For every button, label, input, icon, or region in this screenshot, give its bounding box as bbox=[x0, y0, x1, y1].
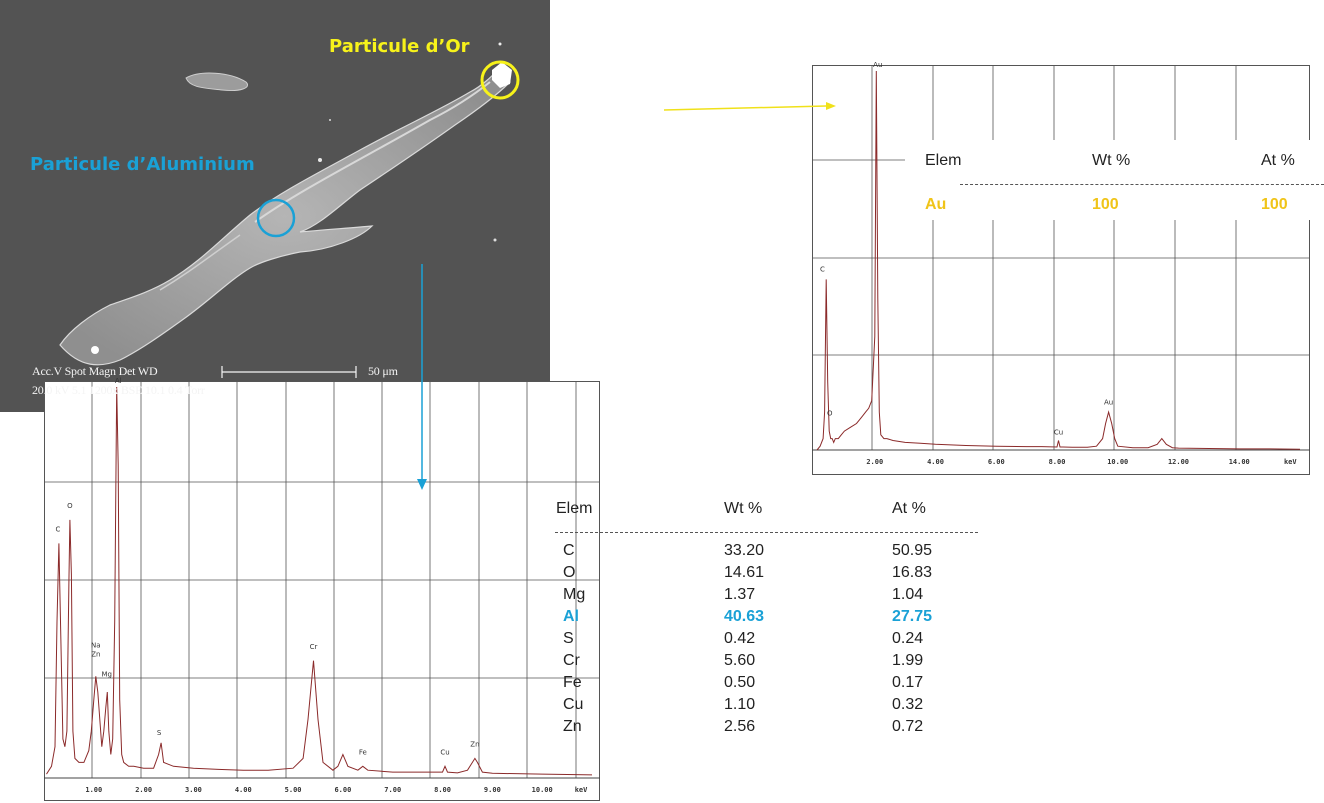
al-table-at: 0.24 bbox=[892, 630, 924, 647]
gold-connector-line bbox=[663, 105, 827, 111]
peak-label: O bbox=[827, 410, 833, 418]
tick-label: 9.00 bbox=[484, 786, 501, 794]
tick-label: 14.00 bbox=[1229, 458, 1250, 466]
gold-spectrum: 2.00 4.00 6.00 8.00 10.00 12.00 14.00 keV Au C O Cu… bbox=[812, 61, 1310, 475]
al-table-elem: O bbox=[563, 564, 576, 581]
peak-label: C bbox=[56, 526, 61, 534]
tick-label: 10.00 bbox=[1107, 458, 1128, 466]
tick-label: 3.00 bbox=[185, 786, 202, 794]
aluminium-particle-label: Particule d’Aluminium bbox=[30, 154, 255, 175]
tick-label: 4.00 bbox=[235, 786, 252, 794]
tick-label: 7.00 bbox=[384, 786, 401, 794]
spectrum-line bbox=[46, 386, 593, 776]
al-table-elem: C bbox=[563, 542, 575, 559]
al-table-elem: Zn bbox=[563, 718, 582, 735]
aluminium-spectrum-plot: 1.00 2.00 3.00 4.00 5.00 6.00 7.00 8.00 9.00 10.0… bbox=[44, 377, 600, 801]
peak-label: Na bbox=[91, 642, 101, 650]
tick-label: 10.00 bbox=[532, 786, 553, 794]
tick-label: keV bbox=[1284, 458, 1297, 466]
tick-label: 2.00 bbox=[135, 786, 152, 794]
peak-label: Au bbox=[873, 61, 882, 69]
al-table-at: 27.75 bbox=[892, 608, 933, 625]
tick-label: 6.00 bbox=[334, 786, 351, 794]
tick-label: 8.00 bbox=[434, 786, 451, 794]
peak-label: S bbox=[157, 729, 162, 737]
al-table-wt: 40.63 bbox=[724, 608, 765, 625]
gold-spectrum-plot: 2.00 4.00 6.00 8.00 10.00 12.00 14.00 keV Au C O Cu… bbox=[812, 61, 1310, 475]
tick-label: keV bbox=[575, 786, 588, 794]
peak-label: Zn bbox=[91, 651, 100, 659]
gold-table-divider bbox=[960, 184, 1324, 185]
peak-label: Fe bbox=[359, 748, 367, 756]
al-table-wt: 5.60 bbox=[724, 652, 756, 669]
al-table-header-wt: Wt % bbox=[724, 500, 763, 517]
al-table-at: 0.32 bbox=[892, 696, 924, 713]
peak-label: Al bbox=[115, 377, 122, 385]
al-table-divider bbox=[555, 532, 978, 533]
gold-table-at: 100 bbox=[1261, 196, 1288, 213]
gold-table-elem: Au bbox=[925, 196, 947, 213]
tick-label: 6.00 bbox=[988, 458, 1005, 466]
peak-label: Mg bbox=[102, 670, 112, 678]
spectrum-frame bbox=[44, 381, 600, 801]
scale-bar-label: 50 μm bbox=[368, 364, 398, 378]
al-table-at: 0.17 bbox=[892, 674, 924, 691]
peak-label: Au bbox=[1104, 398, 1113, 406]
al-table-wt: 2.56 bbox=[724, 718, 756, 735]
al-table-at: 1.04 bbox=[892, 586, 924, 603]
al-table-wt: 0.42 bbox=[724, 630, 756, 647]
peak-label: Cu bbox=[1054, 429, 1063, 437]
gold-table-header-elem: Elem bbox=[925, 152, 962, 169]
aluminium-composition-table: Elem Wt % At % C 33.20 50.95 O 14.61 16.83 Mg 1… bbox=[555, 498, 980, 748]
tick-label: 4.00 bbox=[927, 458, 944, 466]
al-table-wt: 1.37 bbox=[724, 586, 756, 603]
al-table-header-elem: Elem bbox=[556, 500, 593, 517]
gold-table-header-wt: Wt % bbox=[1092, 152, 1131, 169]
al-table-wt: 14.61 bbox=[724, 564, 765, 581]
al-table-elem: Al bbox=[563, 608, 579, 625]
peak-label: Cr bbox=[310, 643, 318, 651]
al-table-wt: 1.10 bbox=[724, 696, 756, 713]
gold-composition-table: Elem Wt % At % Au 100 100 bbox=[905, 140, 1324, 220]
tick-label: 2.00 bbox=[866, 458, 883, 466]
peak-label: Zn bbox=[470, 741, 479, 749]
al-table-at: 1.99 bbox=[892, 652, 924, 669]
al-table-at: 16.83 bbox=[892, 564, 933, 581]
gold-table-header-at: At % bbox=[1261, 152, 1295, 169]
al-table-elem: S bbox=[563, 630, 574, 647]
spectrum-line bbox=[816, 70, 1301, 451]
al-table-elem: Mg bbox=[563, 586, 586, 603]
peak-label: Cu bbox=[440, 748, 449, 756]
al-table-at: 0.72 bbox=[892, 718, 924, 735]
al-table-wt: 33.20 bbox=[724, 542, 765, 559]
peak-label: C bbox=[820, 266, 825, 274]
tick-label: 8.00 bbox=[1049, 458, 1066, 466]
gold-particle-label: Particule d’Or bbox=[329, 36, 470, 57]
sem-info-headers: Acc.V Spot Magn Det WD bbox=[32, 364, 158, 378]
sem-particles bbox=[59, 42, 520, 378]
al-table-elem: Cr bbox=[563, 652, 580, 669]
sem-micrograph: Particule d’Or Particule d’Aluminium Acc… bbox=[0, 0, 550, 412]
al-table-elem: Fe bbox=[563, 674, 582, 691]
spectrum-frame bbox=[812, 65, 1310, 475]
al-table-wt: 0.50 bbox=[724, 674, 756, 691]
tick-label: 1.00 bbox=[85, 786, 102, 794]
tick-label: 12.00 bbox=[1168, 458, 1189, 466]
al-table-elem: Cu bbox=[563, 696, 584, 713]
aluminium-spectrum: 1.00 2.00 3.00 4.00 5.00 6.00 7.00 8.00 9.00 10.0… bbox=[44, 377, 600, 801]
al-table-at: 50.95 bbox=[892, 542, 933, 559]
peak-label: O bbox=[67, 502, 73, 510]
al-table-header-at: At % bbox=[892, 500, 926, 517]
tick-label: 5.00 bbox=[285, 786, 302, 794]
sem-info-values: 20.0 kV 5.1 1200x BSE 10.1 0.4 Torr bbox=[32, 383, 205, 397]
gold-table-wt: 100 bbox=[1092, 196, 1119, 213]
